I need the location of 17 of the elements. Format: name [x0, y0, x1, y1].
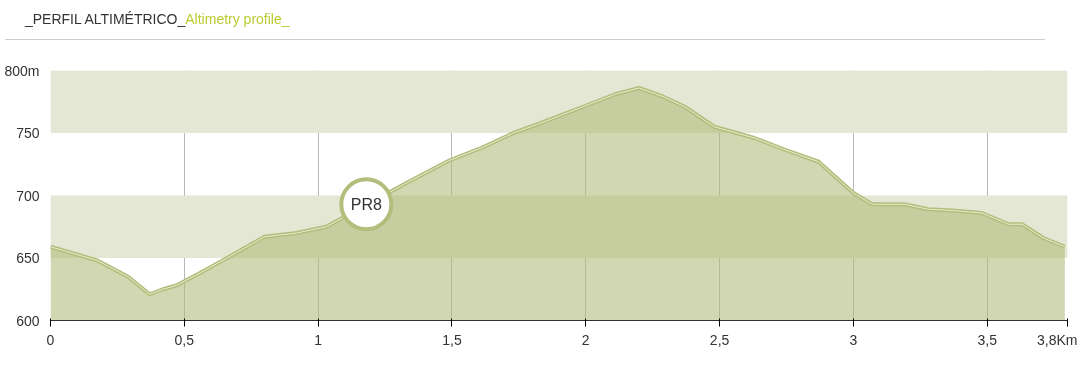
chart-title: _PERFIL ALTIMÉTRICO_ [25, 11, 186, 27]
y-tick-label: 700 [16, 187, 40, 204]
y-tick-label: 650 [16, 250, 40, 266]
annotation: PR8 [350, 195, 382, 213]
x-tick-label: 1 [314, 331, 323, 348]
x-tick-label: 1,5 [442, 331, 462, 348]
y-tick-label: 750 [16, 125, 40, 141]
y-tick-label: 800m [4, 62, 40, 79]
chart-subtitle: Altimetry profile_ [185, 11, 290, 27]
x-tick-label: 0 [46, 331, 55, 348]
y-tick-label: 600 [16, 312, 40, 329]
x-tick-label: 2,5 [709, 331, 730, 348]
x-tick-label: 2 [581, 331, 590, 348]
x-tick-label: 3 [849, 331, 858, 348]
x-tick-label: 3,8Km [1037, 331, 1077, 348]
x-tick-label: 3,5 [977, 331, 998, 348]
x-tick-label: 0,5 [174, 331, 195, 348]
